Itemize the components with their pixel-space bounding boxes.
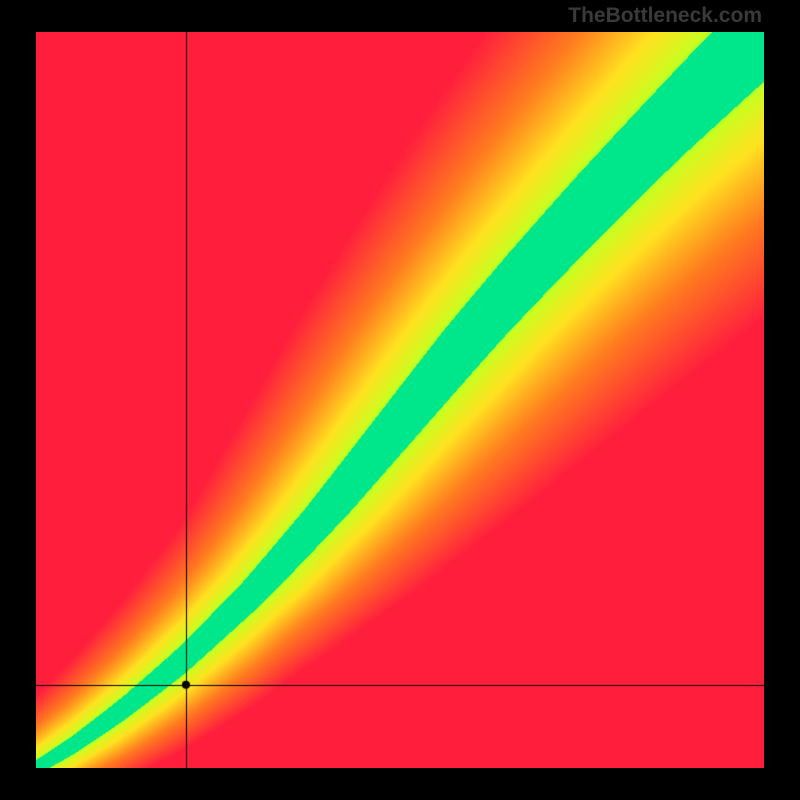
bottleneck-heatmap — [36, 32, 764, 768]
watermark-text: TheBottleneck.com — [568, 4, 762, 28]
